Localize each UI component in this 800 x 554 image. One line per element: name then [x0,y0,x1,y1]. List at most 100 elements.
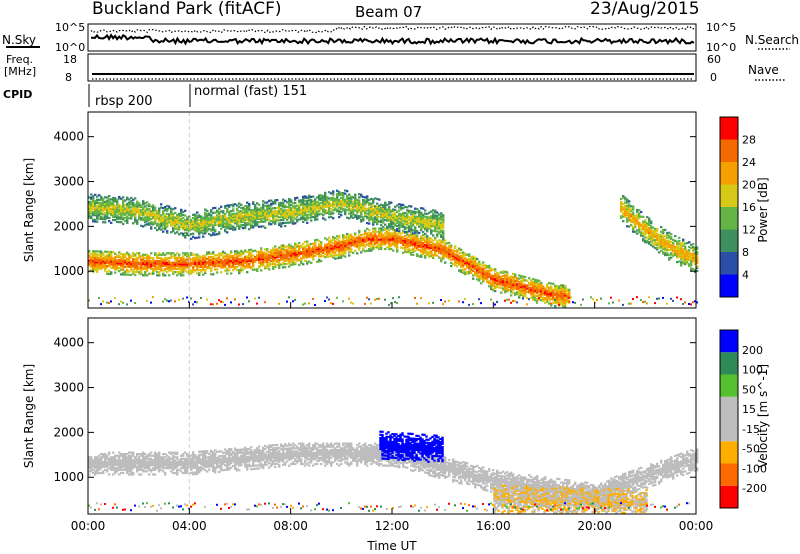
heatmap-cell [388,247,391,251]
heatmap-cell [398,209,401,212]
heatmap-cell [656,237,659,240]
heatmap-cell [412,224,415,227]
heatmap-cell [562,284,565,287]
heatmap-cell [494,277,497,280]
heatmap-cell [208,260,211,263]
heatmap-cell [480,266,483,269]
heatmap-cell [314,242,317,245]
heatmap-cell [288,257,291,260]
heatmap-cell [102,253,105,256]
heatmap-cell [260,225,263,228]
heatmap-cell [386,219,389,222]
heatmap-cell [286,250,289,253]
heatmap-cell [164,218,167,221]
heatmap-cell [130,264,133,267]
heatmap-cell [94,261,97,264]
heatmap-cell [272,259,275,262]
heatmap-cell [416,243,419,246]
heatmap-cell [548,293,551,296]
heatmap-cell [300,211,303,214]
heatmap-cell [380,241,383,244]
heatmap-cell [650,231,653,234]
heatmap-cell [110,212,113,215]
heatmap-cell [312,247,315,250]
heatmap-cell [682,260,685,263]
heatmap-cell [302,250,305,253]
heatmap-cell [440,235,443,238]
heatmap-cell [232,269,235,272]
heatmap-cell [106,216,109,219]
heatmap-cell [188,264,191,267]
heatmap-cell [148,272,151,275]
heatmap-cell [102,261,105,264]
heatmap-cell [376,205,379,208]
heatmap-cell [316,213,319,216]
heatmap-cell [176,258,179,261]
heatmap-cell [550,304,553,307]
heatmap-cell [394,240,397,243]
heatmap-cell [426,222,429,225]
heatmap-cell [320,244,323,247]
heatmap-cell [120,213,123,216]
heatmap-cell [310,250,313,253]
heatmap-cell [514,293,517,296]
heatmap-cell [390,222,393,225]
heatmap-cell [534,288,537,291]
heatmap-cell [216,271,219,274]
heatmap-cell [624,215,627,218]
heatmap-cell [116,209,119,212]
heatmap-cell [568,299,571,302]
heatmap-cell [344,205,347,208]
heatmap-cell [494,280,497,283]
heatmap-cell [88,212,91,215]
heatmap-cell [564,292,567,295]
heatmap-cell [466,263,469,266]
heatmap-cell [524,291,527,294]
noise-right-tick-high: 10^5 [706,21,736,34]
heatmap-cell [212,227,215,230]
heatmap-cell [272,219,275,222]
heatmap-cell [440,216,443,220]
heatmap-cell [650,225,653,228]
heatmap-cell [658,240,661,243]
heatmap-cell [248,255,251,258]
heatmap-cell [152,269,155,272]
heatmap-cell [434,209,437,212]
heatmap-cell [318,202,321,205]
heatmap-cell [116,216,119,219]
heatmap-cell [410,211,413,214]
heatmap-cell [110,250,113,254]
heatmap-cell [512,287,515,290]
heatmap-cell [406,220,409,223]
heatmap-cell [386,230,389,233]
heatmap-cell [362,208,365,211]
heatmap-cell [450,261,453,264]
heatmap-cell [138,211,141,214]
heatmap-cell [382,241,385,244]
heatmap-cell [294,197,297,200]
heatmap-cell [492,275,495,278]
heatmap-cell [514,285,517,289]
heatmap-cell [438,230,441,233]
heatmap-cell [202,257,205,261]
heatmap-cell [210,218,213,221]
heatmap-cell [628,214,631,217]
heatmap-cell [310,211,313,214]
heatmap-cell [272,248,275,251]
heatmap-cell [378,211,381,214]
heatmap-cell [144,274,147,277]
heatmap-cell [268,223,271,226]
heatmap-cell [562,293,565,297]
heatmap-cell [682,262,685,265]
heatmap-cell [622,195,625,198]
heatmap-cell [474,272,477,275]
heatmap-cell [624,210,627,214]
heatmap-cell [96,198,99,201]
heatmap-cell [92,267,95,270]
heatmap-cell [464,260,467,263]
heatmap-cell [366,249,369,252]
heatmap-cell [168,261,171,264]
heatmap-cell [272,218,275,221]
heatmap-cell [132,198,135,201]
heatmap-cell [320,241,323,244]
